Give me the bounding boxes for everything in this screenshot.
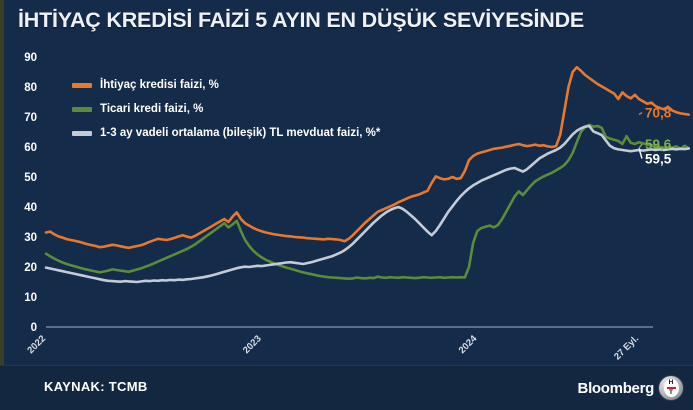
x-tick-label: 2024	[457, 333, 480, 356]
source-label: KAYNAK: TCMB	[44, 379, 148, 394]
data-series-group	[44, 65, 691, 284]
legend-label-ihtiyac: İhtiyaç kredisi faizi, %	[100, 79, 219, 91]
y-axis: 0 10 20 30 40 50 60 70 80 90	[24, 52, 653, 334]
ht-logo-letter-h: H	[668, 378, 674, 386]
legend-swatch-orange-icon	[72, 82, 92, 88]
y-tick-label: 60	[24, 142, 37, 154]
page-title: İHTİYAÇ KREDİSİ FAİZİ 5 AYIN EN DÜŞÜK SE…	[18, 7, 585, 32]
series-line-mevduat	[44, 124, 691, 284]
legend-item-ticari[interactable]: Ticari kredi faizi, %	[72, 97, 380, 121]
legend-item-ihtiyac[interactable]: İhtiyaç kredisi faizi, %	[72, 73, 380, 97]
legend-label-mevduat: 1-3 ay vadeli ortalama (bileşik) TL mevd…	[100, 127, 381, 139]
x-axis: 2022 2023 2024 27 Eyl.	[25, 333, 641, 363]
ht-logo-icon: H T	[659, 376, 683, 400]
y-tick-label: 70	[24, 112, 37, 124]
y-tick-label: 30	[24, 232, 37, 244]
ht-logo-bar	[666, 387, 676, 389]
y-tick-label: 0	[31, 322, 37, 334]
y-tick-label: 90	[24, 52, 37, 64]
series-line-ihtiyac	[44, 65, 691, 250]
legend-swatch-green-icon	[72, 106, 92, 112]
title-bar: İHTİYAÇ KREDİSİ FAİZİ 5 AYIN EN DÜŞÜK SE…	[0, 0, 693, 40]
end-value-labels: 70,8 59,659,5	[638, 106, 672, 167]
end-value-mevduat: 59,5	[645, 152, 672, 167]
x-tick-label: 27 Eyl.	[612, 333, 641, 362]
y-tick-label: 80	[24, 82, 37, 94]
chart-plot-area: 0 10 20 30 40 50 60 70 80 90 2022 2023 2024 27 Eyl. …	[0, 40, 693, 365]
left-accent-stripe	[0, 0, 4, 409]
legend-item-mevduat[interactable]: 1-3 ay vadeli ortalama (bileşik) TL mevd…	[72, 121, 380, 145]
brand-block: Bloomberg H T	[578, 376, 683, 400]
end-leader-mevduat	[638, 148, 643, 159]
ht-logo-letter-t: T	[669, 389, 673, 396]
y-tick-label: 50	[24, 172, 37, 184]
legend-swatch-gray-icon	[72, 130, 92, 136]
end-value-ihtiyac: 70,8	[645, 106, 672, 121]
x-tick-label: 2023	[241, 333, 264, 356]
ht-logo-inner: H T	[663, 378, 679, 397]
x-tick-label: 2022	[25, 333, 48, 356]
y-tick-label: 40	[24, 202, 37, 214]
brand-name-label: Bloomberg	[577, 379, 655, 397]
end-leader-ticari	[638, 143, 643, 149]
series-line-ticari	[44, 123, 691, 280]
chart-legend: İhtiyaç kredisi faizi, % Ticari kredi fa…	[72, 73, 380, 145]
end-leader-ihtiyac	[638, 112, 643, 116]
legend-label-ticari: Ticari kredi faizi, %	[100, 103, 204, 115]
y-tick-label: 10	[24, 292, 37, 304]
footer-bar: KAYNAK: TCMB Bloomberg H T	[0, 365, 693, 410]
y-tick-label: 20	[24, 262, 37, 274]
end-value-ticari: 59,6	[645, 137, 672, 152]
